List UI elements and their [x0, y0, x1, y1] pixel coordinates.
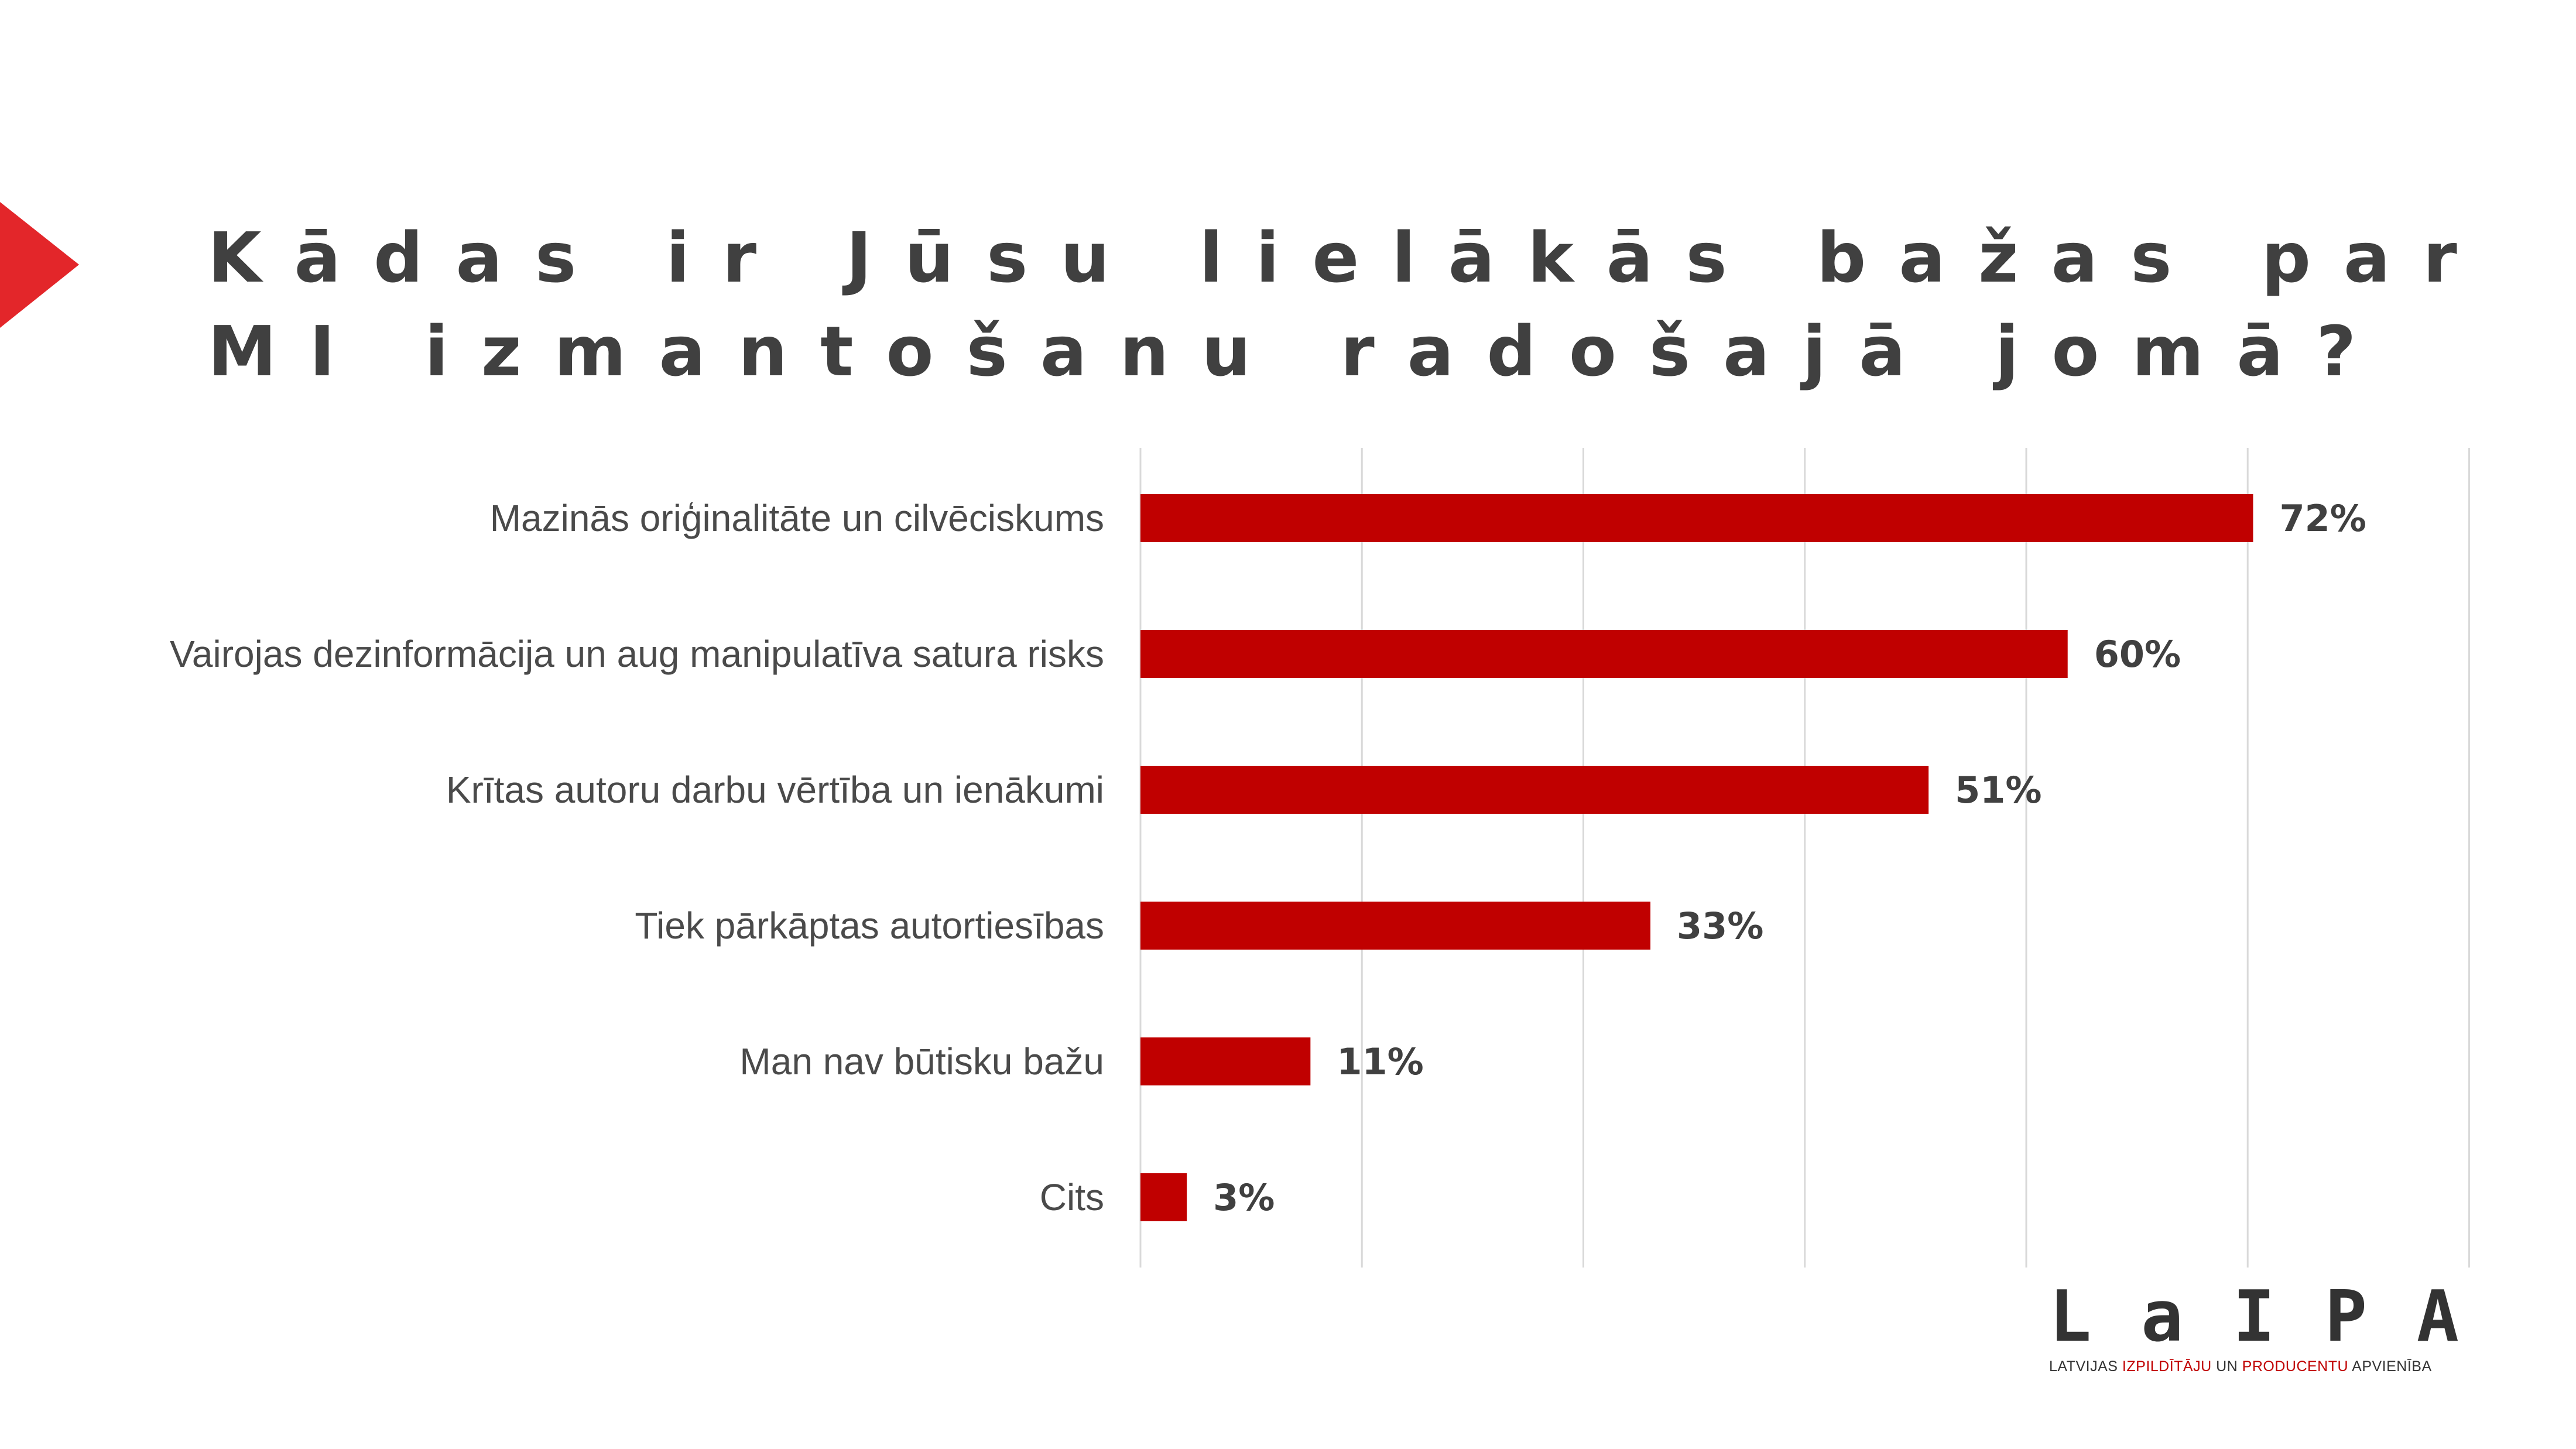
bar-1	[1140, 494, 2253, 542]
logo-letter-4: P	[2324, 1276, 2368, 1358]
bar-4	[1140, 902, 1651, 950]
category-label-6: Cits	[1040, 1176, 1104, 1218]
category-label-4: Tiek pārkāptas autortiesības	[635, 905, 1104, 947]
bar-3	[1140, 766, 1929, 814]
logo-tagline-part-5: APVIENĪBA	[2348, 1358, 2432, 1375]
logo-tagline: LATVIJAS IZPILDĪTĀJU UN PRODUCENTU APVIE…	[2049, 1358, 2459, 1375]
logo-letter-1: L	[2049, 1276, 2092, 1358]
title-line-2: MI izmantošanu radošajā jomā?	[208, 311, 2389, 392]
value-label-2: 60%	[2094, 633, 2181, 676]
logo-letter-2: a	[2140, 1276, 2184, 1358]
category-label-5: Man nav būtisku bažu	[739, 1040, 1104, 1083]
logo-tagline-part-4: PRODUCENTU	[2242, 1358, 2349, 1375]
value-label-5: 11%	[1337, 1040, 1423, 1083]
category-label-1: Mazinās oriģinalitāte un cilvēciskums	[490, 497, 1104, 539]
bar-6	[1140, 1173, 1187, 1221]
value-label-6: 3%	[1213, 1176, 1275, 1219]
value-label-4: 33%	[1677, 905, 1763, 947]
value-label-1: 72%	[2279, 497, 2366, 540]
slide-arrow-icon	[0, 202, 79, 328]
logo-tagline-part-3: UN	[2211, 1358, 2242, 1375]
logo-letter-3: I	[2232, 1276, 2276, 1358]
logo-tagline-part-1: LATVIJAS	[2049, 1358, 2122, 1375]
value-label-3: 51%	[1955, 769, 2041, 811]
logo-letter-5: A	[2416, 1276, 2459, 1358]
page-title: Kādas ir Jūsu lielākās bažas par MI izma…	[208, 211, 2491, 398]
title-line-1: Kādas ir Jūsu lielākās bažas par	[208, 217, 2490, 298]
logo-tagline-part-2: IZPILDĪTĀJU	[2122, 1358, 2212, 1375]
bar-2	[1140, 630, 2068, 678]
arrow-shape	[0, 202, 79, 328]
bar-5	[1140, 1037, 1311, 1085]
category-label-2: Vairojas dezinformācija un aug manipulat…	[170, 633, 1104, 675]
category-label-3: Krītas autoru darbu vērtība un ienākumi	[446, 769, 1104, 811]
